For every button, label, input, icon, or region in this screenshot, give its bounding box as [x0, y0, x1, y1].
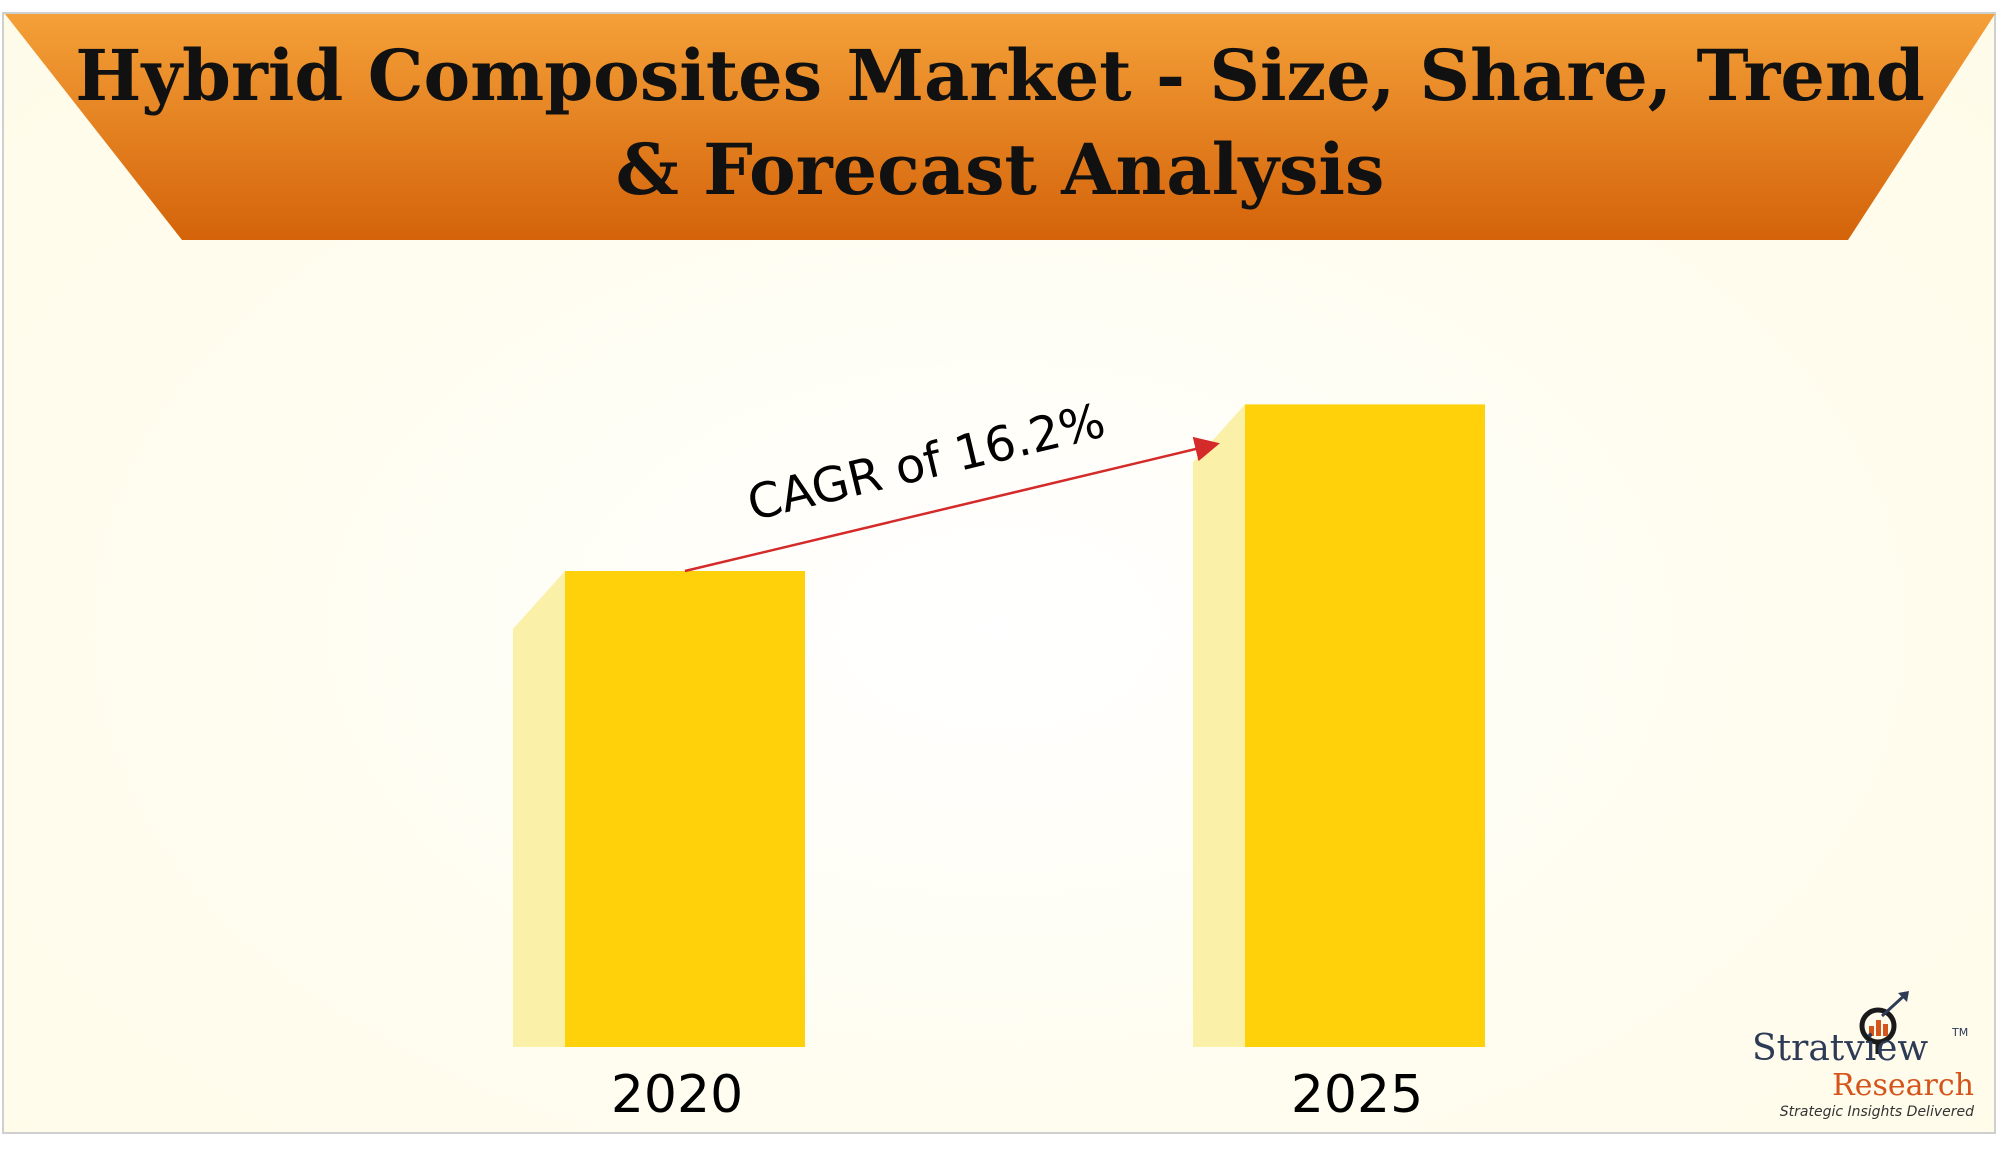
bars-group [513, 404, 1485, 1047]
category-label-2025: 2025 [1291, 1065, 1423, 1125]
logo-name: Stratview [1752, 1028, 1929, 1069]
stratview-logo: Stratview TM Research Strategic Insights… [1752, 990, 1988, 1120]
logo-tagline: Strategic Insights Delivered [1779, 1104, 1974, 1120]
title-banner [5, 14, 1995, 240]
page-title-line-2: & Forecast Analysis [615, 128, 1385, 211]
category-labels: 2020 2025 [611, 1065, 1423, 1125]
category-label-2020: 2020 [611, 1065, 743, 1125]
magnifier-chart-icon [1859, 991, 1909, 1054]
bar-2020 [565, 571, 805, 1047]
logo-trademark: TM [1952, 1026, 1969, 1039]
page-title-line-1: Hybrid Composites Market - Size, Share, … [75, 34, 1925, 117]
bar-2025 [1245, 404, 1485, 1047]
bar-side-2020 [513, 571, 565, 1047]
bar-side-2025 [1193, 404, 1245, 1047]
title-banner-shape [5, 14, 1995, 240]
logo-research: Research [1832, 1068, 1974, 1103]
cagr-arrow [684, 436, 1220, 573]
cagr-annotation: CAGR of 16.2% [742, 393, 1110, 532]
